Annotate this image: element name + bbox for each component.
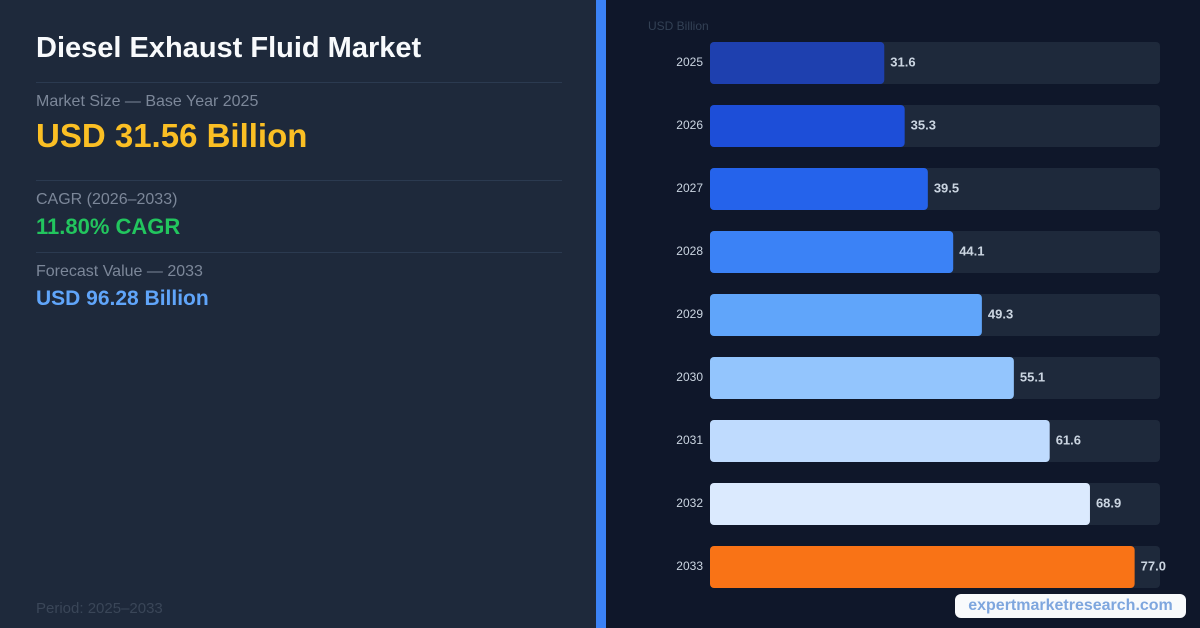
bar [710, 168, 928, 210]
y-tick-label: 2026 [676, 118, 703, 132]
y-tick-label: 2033 [676, 559, 703, 573]
y-tick-label: 2031 [676, 433, 703, 447]
divider [36, 82, 562, 83]
value-label: 31.6 [890, 54, 915, 69]
divider [36, 180, 562, 181]
metric-label: Forecast Value — 2033 [36, 263, 203, 280]
value-label: 55.1 [1020, 369, 1045, 384]
y-tick-label: 2030 [676, 370, 703, 384]
bar [710, 231, 954, 273]
bar [710, 357, 1014, 399]
metric-label: Market Size — Base Year 2025 [36, 93, 259, 110]
value-label: 35.3 [911, 117, 936, 132]
divider [36, 252, 562, 253]
value-label: 77.0 [1141, 558, 1166, 573]
summary-panel: Diesel Exhaust Fluid Market Market Size … [0, 0, 596, 628]
unit-label: USD Billion [648, 19, 709, 33]
value-label: 61.6 [1056, 432, 1081, 447]
bar [710, 105, 905, 147]
metric-label: CAGR (2026–2033) [36, 191, 178, 208]
y-tick-label: 2027 [676, 181, 703, 195]
title: Diesel Exhaust Fluid Market [36, 32, 422, 64]
y-tick-label: 2028 [676, 244, 703, 258]
bar [710, 483, 1090, 525]
metric-value: 11.80% CAGR [36, 214, 181, 239]
y-tick-label: 2029 [676, 307, 703, 321]
period: Period: 2025–2033 [36, 600, 163, 617]
value-label: 68.9 [1096, 495, 1121, 510]
metric-value: USD 31.56 Billion [36, 117, 308, 154]
value-label: 39.5 [934, 180, 959, 195]
bar [710, 420, 1050, 462]
value-label: 44.1 [959, 243, 984, 258]
y-tick-label: 2032 [676, 496, 703, 510]
metric-value: USD 96.28 Billion [36, 287, 209, 310]
accent-strip [596, 0, 606, 628]
y-tick-label: 2025 [676, 55, 703, 69]
bar [710, 294, 982, 336]
bar [710, 42, 885, 84]
bar [710, 546, 1135, 588]
watermark: expertmarketresearch.com [955, 594, 1186, 618]
value-label: 49.3 [988, 306, 1013, 321]
